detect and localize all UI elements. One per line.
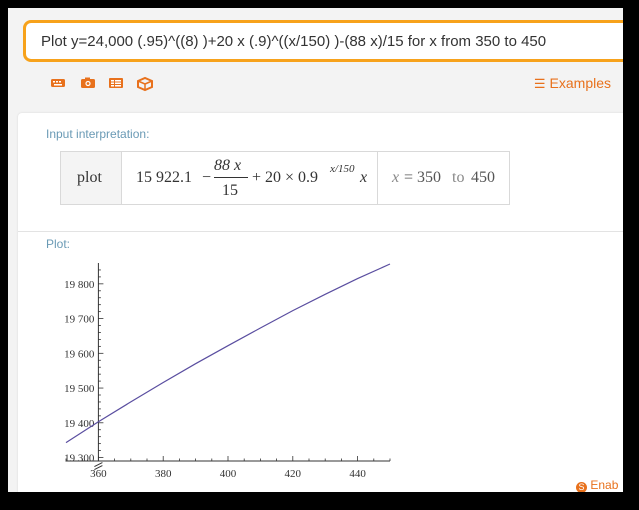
wolfram-s-icon: S	[576, 482, 587, 492]
results-panel: Input interpretation: plot 15 922.1 − 88…	[18, 113, 623, 492]
input-interpretation-label: Input interpretation:	[46, 127, 150, 141]
expr-frac-numerator: 88 x	[214, 157, 242, 174]
enable-link[interactable]: S Enab	[576, 478, 618, 492]
series-line	[65, 263, 391, 444]
y-tick-label: 19 600	[64, 348, 95, 360]
interpretation-plot-cell: plot	[61, 152, 122, 204]
axis-break-mark	[94, 462, 103, 470]
enable-label: Enab	[590, 478, 619, 492]
plot-label: Plot:	[46, 237, 71, 251]
app-frame: Plot y=24,000 (.95)^((8) )+20 x (.9)^((x…	[8, 8, 623, 492]
y-tick-label: 19 500	[64, 383, 95, 395]
section-divider	[18, 231, 623, 232]
x-tick-label: 380	[155, 468, 172, 480]
input-interpretation-box: plot 15 922.1 − 88 x 15 + 20 × 0.9 x/150…	[60, 151, 510, 205]
examples-link[interactable]: ☰ Examples	[534, 75, 611, 92]
interpretation-expression-cell: 15 922.1 − 88 x 15 + 20 × 0.9 x/150 x	[122, 152, 376, 204]
search-bar[interactable]: Plot y=24,000 (.95)^((8) )+20 x (.9)^((x…	[23, 20, 623, 62]
range-to: to	[452, 169, 465, 186]
y-tick-label: 19 400	[64, 418, 95, 430]
range-start: = 350	[404, 169, 442, 186]
x-tick-label: 360	[90, 468, 107, 480]
range-variable: x	[392, 169, 400, 186]
plot-word: plot	[77, 169, 102, 186]
camera-icon[interactable]	[80, 76, 96, 90]
menu-lines-icon: ☰	[533, 76, 546, 91]
search-input[interactable]: Plot y=24,000 (.95)^((8) )+20 x (.9)^((x…	[41, 33, 547, 50]
expr-exponent: x/150	[330, 163, 355, 175]
list-icon[interactable]	[108, 76, 124, 90]
x-tick-label: 400	[220, 468, 237, 480]
fraction-bar	[214, 177, 248, 178]
examples-label: Examples	[549, 75, 611, 91]
y-tick-label: 19 700	[64, 314, 95, 326]
y-tick-label: 19 800	[64, 279, 95, 291]
expr-plus-term: + 20 × 0.9	[252, 169, 319, 186]
dice-icon[interactable]	[136, 76, 153, 92]
range-end: 450	[471, 169, 495, 186]
expr-trailing-x: x	[360, 169, 368, 186]
keyboard-icon[interactable]	[50, 76, 66, 90]
expr-constant: 15 922.1	[136, 169, 192, 186]
plot-chart: 360 380 400 420 440 19 300 19 400 19 500 19 600 1…	[64, 263, 391, 480]
expr-frac-denominator: 15	[222, 182, 238, 199]
x-tick-label: 420	[285, 468, 302, 480]
expr-minus: −	[202, 169, 212, 186]
y-tick-label: 19 300	[64, 453, 95, 465]
interpretation-range-cell: x = 350 to 450	[377, 152, 510, 204]
x-tick-label: 440	[349, 468, 366, 480]
